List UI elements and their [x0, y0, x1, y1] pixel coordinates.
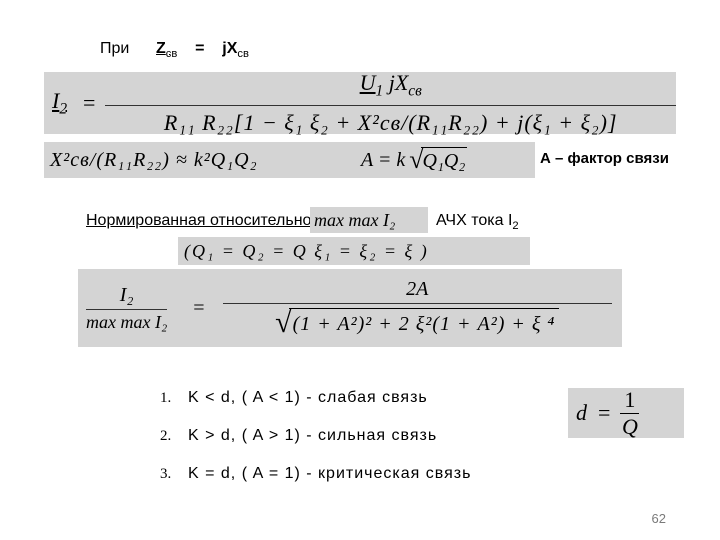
header-line: При Zсв = jXсв: [100, 40, 249, 60]
formula-d: d = 1 Q: [568, 388, 684, 438]
formula-norm: I₂ max max I₂ = 2A √ (1 + A²)² + 2 ξ²(1 …: [78, 269, 622, 347]
coupling-list: 1. K < d, ( A < 1) - слабая связь 2. K >…: [160, 390, 471, 504]
formula-a: A = k √ Q₁Q₂: [355, 142, 535, 178]
list-item-1: 1. K < d, ( A < 1) - слабая связь: [160, 390, 471, 406]
eq1: =: [195, 40, 204, 57]
zcv: Zсв: [156, 40, 177, 57]
formula-xk: X²св/(R₁₁R₂₂) ≈ k²Q₁Q₂: [44, 142, 356, 178]
a-label: А – фактор связи: [540, 150, 669, 167]
norm-label-before: Нормированная относительно: [86, 212, 311, 230]
pri: При: [100, 40, 129, 57]
formula-i2: I2 = U1 jXсв R₁₁ R₂₂[1 − ξ₁ ξ₂ + X²св/(R…: [44, 72, 676, 134]
norm-label-after: АЧХ тока I2: [436, 212, 519, 232]
formula-qxi: (Q₁ = Q₂ = Q ξ₁ = ξ₂ = ξ ): [178, 237, 530, 265]
page-number: 62: [652, 511, 666, 526]
formula-maxmax: max max I₂: [310, 207, 428, 233]
jxcv: jX: [222, 40, 237, 57]
list-item-2: 2. K > d, ( A > 1) - сильная связь: [160, 428, 471, 444]
list-item-3: 3. K = d, ( A = 1) - критическая связь: [160, 466, 471, 482]
